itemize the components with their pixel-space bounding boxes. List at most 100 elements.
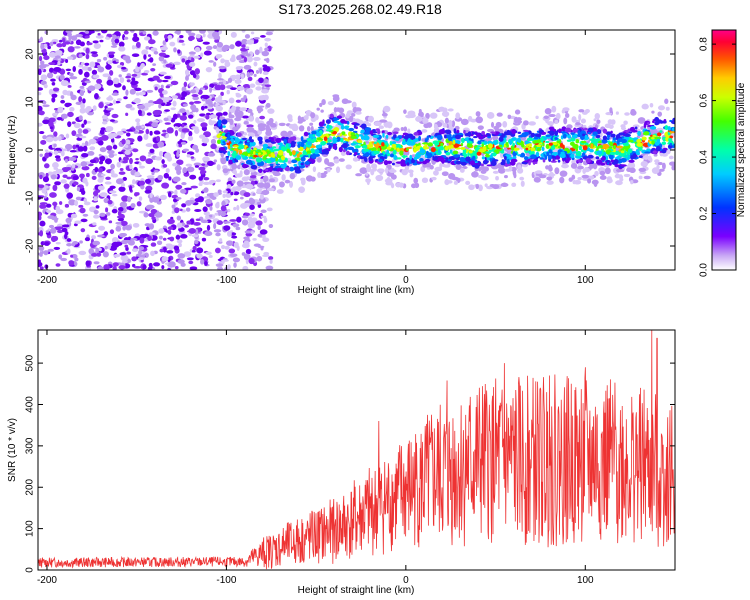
spectrogram-cell	[487, 133, 491, 137]
spectrogram-cell	[64, 41, 71, 45]
spectrogram-cell	[99, 155, 106, 162]
spectrogram-cell	[669, 131, 675, 134]
spectrogram-cell	[213, 36, 219, 40]
spectrogram-cell	[460, 146, 466, 150]
spectrogram-cell	[232, 150, 237, 156]
spectrogram-cell	[304, 160, 310, 165]
spectrogram-cell	[440, 142, 444, 147]
spectrogram-cell	[257, 149, 262, 152]
spectrogram-cell	[233, 191, 240, 196]
spectrogram-cell	[209, 205, 213, 211]
spectrogram-cell	[229, 156, 233, 161]
spectrogram-cell	[78, 96, 83, 103]
spectrogram-cell	[214, 247, 221, 254]
spectrogram-cell	[620, 158, 627, 163]
spectrogram-cell	[72, 175, 79, 181]
spectrogram-cell	[240, 73, 245, 80]
spectrogram-cell	[99, 160, 104, 165]
spectrogram-cell	[273, 148, 280, 152]
spectrogram-cell	[663, 119, 667, 122]
spectrogram-cell	[227, 77, 233, 83]
spectrogram-cell	[71, 242, 76, 247]
spectrogram-cell	[612, 144, 617, 149]
spectrogram-cell	[355, 126, 358, 130]
spectrogram-cell	[120, 239, 129, 245]
spectrogram-cell	[229, 143, 233, 148]
spectrogram-cell	[117, 217, 124, 222]
spectrogram-x-label: Height of straight line (km)	[298, 285, 415, 296]
spectrogram-cell	[158, 150, 164, 157]
spectrogram-cell	[104, 181, 112, 185]
spectrogram-cell	[124, 244, 129, 248]
spectrogram-cell	[121, 183, 126, 188]
spectrogram-cell	[400, 126, 405, 132]
spectrogram-cell	[359, 167, 368, 175]
spectrogram-cell	[168, 176, 172, 181]
spectrogram-cell	[43, 196, 47, 199]
snr-y-label: SNR (10 * v/v)	[7, 418, 18, 482]
spectrogram-cell	[92, 222, 97, 226]
spectrogram-cell	[651, 110, 655, 114]
spectrogram-cell	[659, 120, 664, 124]
snr-series-line	[38, 330, 675, 570]
spectrogram-cell	[240, 196, 244, 200]
spectrogram-cell	[176, 169, 182, 176]
spectrogram-cell	[191, 94, 199, 98]
spectrogram-cell	[227, 150, 231, 157]
spectrogram-cell	[146, 175, 155, 179]
spectrogram-cell	[355, 173, 362, 177]
spectrogram-cell	[181, 203, 187, 208]
spectrogram-cell	[216, 220, 223, 225]
spectrogram-cell	[98, 247, 102, 252]
spectrogram-cell	[41, 188, 47, 194]
spectrogram-cell	[99, 39, 104, 43]
spectrogram-cell	[546, 176, 553, 181]
spectrogram-cell	[221, 259, 229, 262]
spectrogram-cell	[178, 39, 185, 43]
spectrogram-cell	[167, 155, 172, 162]
spectrogram-cell	[135, 118, 141, 123]
spectrogram-cell	[445, 145, 449, 151]
spectrogram-cell	[258, 168, 263, 173]
spectrogram-cell	[133, 97, 141, 104]
spectrogram-cell	[215, 179, 221, 183]
spectrogram-cell	[83, 71, 90, 78]
spectrogram-cell	[317, 144, 323, 149]
spectrogram-cell	[559, 153, 566, 159]
spectrogram-cell	[580, 118, 587, 124]
spectrogram-cell	[107, 150, 115, 155]
spectrogram-cell	[300, 178, 306, 186]
spectrogram-cell	[222, 190, 228, 194]
spectrogram-cell	[60, 99, 66, 104]
spectrogram-cell	[161, 182, 170, 189]
spectrogram-cell	[392, 131, 399, 135]
spectrogram-cell	[220, 211, 227, 217]
spectrogram-cell	[671, 120, 675, 125]
spectrogram-cell	[167, 191, 172, 198]
spectrogram-cell	[514, 109, 521, 115]
spectrogram-cell	[148, 39, 156, 45]
spectrogram-cell	[657, 105, 666, 111]
spectrogram-cell	[559, 170, 568, 177]
spectrogram-cell	[117, 151, 124, 155]
spectrogram-cell	[298, 125, 305, 132]
spectrogram-cell	[618, 132, 625, 136]
spectrogram-cell	[96, 234, 105, 238]
spectrogram-cell	[190, 104, 197, 111]
spectrogram-cell	[484, 140, 488, 145]
spectrogram-cell	[489, 154, 493, 159]
spectrogram-cell	[540, 153, 544, 157]
spectrogram-cell	[55, 209, 64, 215]
spectrogram-cell	[83, 201, 91, 206]
spectrogram-cell	[249, 141, 256, 147]
spectrogram-cell	[145, 158, 154, 165]
spectrogram-cell	[614, 164, 620, 168]
spectrogram-cell	[93, 261, 100, 265]
spectrogram-cell	[634, 126, 638, 130]
spectrogram-cell	[124, 139, 131, 146]
spectrogram-cell	[197, 118, 205, 123]
spectrogram-cell	[166, 218, 175, 225]
spectrogram-cell	[205, 251, 212, 255]
spectrogram-cell	[530, 147, 534, 152]
spectrogram-cell	[199, 170, 205, 175]
